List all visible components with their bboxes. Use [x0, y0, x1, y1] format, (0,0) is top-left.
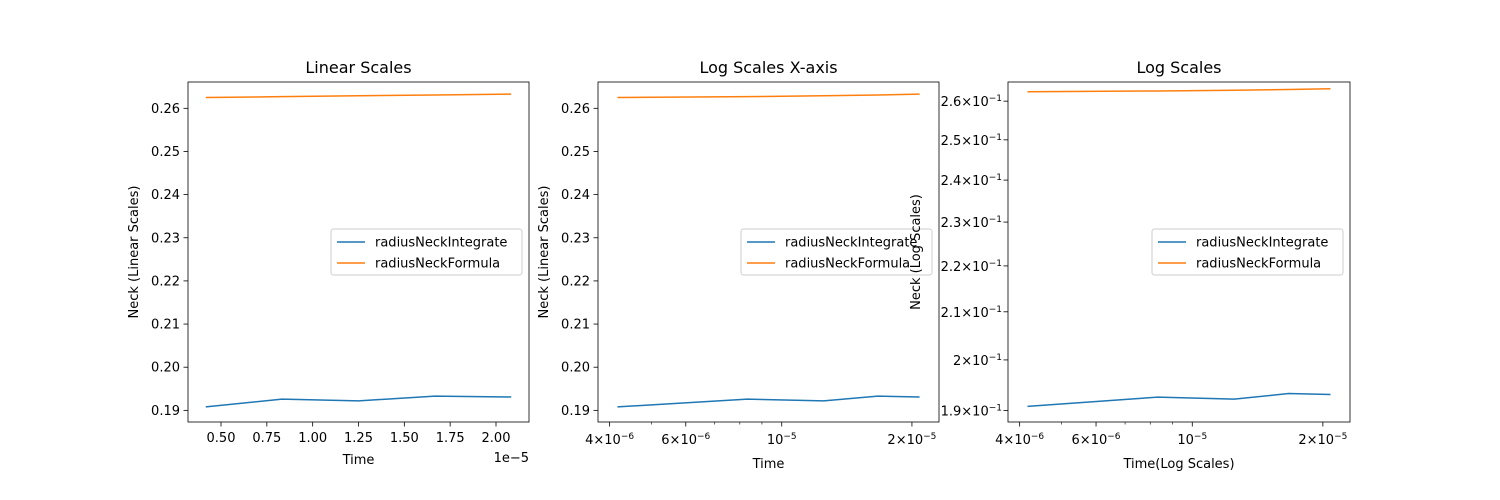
series-line-radiusNeckIntegrate [617, 395, 920, 408]
series-line-radiusNeckFormula [205, 93, 512, 99]
series-line-radiusNeckIntegrate [205, 395, 512, 408]
x-tick-label: 1.50 [390, 431, 419, 446]
y-tick-label: 0.19 [151, 404, 180, 419]
legend: radiusNeckIntegrate radiusNeckFormula [1151, 228, 1344, 276]
legend-box [1151, 228, 1344, 276]
legend: radiusNeckIntegrate radiusNeckFormula [740, 228, 933, 276]
y-tick-label: 0.24 [561, 188, 590, 203]
legend-label: radiusNeckFormula [1196, 257, 1321, 272]
x-tick-label: 0.50 [207, 431, 236, 446]
y-axis-label: Neck (Linear Scales) [127, 186, 142, 319]
y-tick-label: 0.26 [561, 102, 590, 117]
x-axis-label: Time [342, 453, 375, 468]
x-offset-label: 1e−5 [494, 451, 529, 466]
x-tick-label: 2×10−5 [1298, 432, 1347, 448]
legend-box [740, 228, 933, 276]
y-axis-label: Neck (Linear Scales) [537, 186, 552, 319]
x-tick-label: 2.00 [482, 431, 511, 446]
y-tick-label: 2.5×10−1 [941, 133, 1002, 149]
x-axis-label: Time(Log Scales) [1122, 457, 1234, 472]
y-tick-label: 0.19 [561, 404, 590, 419]
y-tick-label: 2.1×10−1 [941, 305, 1002, 321]
subplot-1: 0.50 0.75 1.00 1.25 1.50 1.75 2.00 0.19 0.20 0.21… [127, 58, 530, 468]
series-line-radiusNeckIntegrate [1027, 392, 1331, 408]
series-line-radiusNeckFormula [1027, 87, 1331, 93]
x-tick-label: 1.25 [344, 431, 373, 446]
y-tick-label: 0.22 [561, 274, 590, 289]
x-tick-label: 4×10−6 [585, 432, 634, 448]
y-tick-label: 2×10−1 [953, 353, 1002, 369]
subplot-2: 4×10−6 6×10−6 10−5 2×10−5 0.19 0.20 0.21 0.22 0.… [537, 58, 940, 472]
x-tick-label: 1.75 [436, 431, 465, 446]
x-tick-label: 4×10−6 [995, 432, 1044, 448]
y-tick-label: 0.25 [151, 145, 180, 160]
legend-label: radiusNeckFormula [785, 257, 910, 272]
legend-label: radiusNeckIntegrate [375, 236, 507, 251]
y-tick-label: 2.2×10−1 [941, 259, 1002, 275]
y-tick-label: 0.24 [151, 188, 180, 203]
x-tick-label: 6×10−6 [1072, 432, 1121, 448]
x-axis-label: Time [752, 457, 785, 472]
legend-label: radiusNeckFormula [375, 257, 500, 272]
axes-frame [597, 81, 940, 423]
y-tick-label: 2.4×10−1 [941, 173, 1002, 189]
legend-label: radiusNeckIntegrate [1196, 236, 1328, 251]
y-tick-label: 0.20 [151, 361, 180, 376]
y-tick-label: 0.23 [561, 231, 590, 246]
x-tick-label: 1.00 [298, 431, 327, 446]
y-tick-label: 0.25 [561, 145, 590, 160]
y-tick-label: 1.9×10−1 [941, 404, 1002, 420]
y-tick-label: 2.3×10−1 [941, 215, 1002, 231]
x-tick-label: 10−5 [767, 432, 797, 448]
y-tick-label: 0.23 [151, 231, 180, 246]
x-tick-label: 2×10−5 [887, 432, 936, 448]
x-tick-label: 10−5 [1177, 432, 1207, 448]
y-tick-label: 0.20 [561, 361, 590, 376]
y-tick-label: 0.22 [151, 274, 180, 289]
y-axis-label: Neck (Log Scales) [909, 194, 924, 310]
series-line-radiusNeckFormula [617, 93, 920, 99]
subplot-3: 4×10−6 6×10−6 10−5 2×10−5 1.9×10−1 2×10−1 2.1×… [909, 58, 1351, 472]
legend-label: radiusNeckIntegrate [785, 236, 917, 251]
axes-frame [1007, 81, 1351, 423]
y-tick-label: 0.26 [151, 102, 180, 117]
y-tick-label: 0.21 [151, 318, 180, 333]
x-tick-label: 0.75 [252, 431, 281, 446]
x-tick-label: 6×10−6 [661, 432, 710, 448]
y-tick-label: 0.21 [561, 318, 590, 333]
legend: radiusNeckIntegrate radiusNeckFormula [330, 228, 523, 276]
subplot-title: Log Scales X-axis [699, 58, 837, 77]
subplot-title: Linear Scales [305, 58, 411, 77]
legend-box [330, 228, 523, 276]
subplot-title: Log Scales [1136, 58, 1221, 77]
y-tick-label: 2.6×10−1 [941, 94, 1002, 110]
